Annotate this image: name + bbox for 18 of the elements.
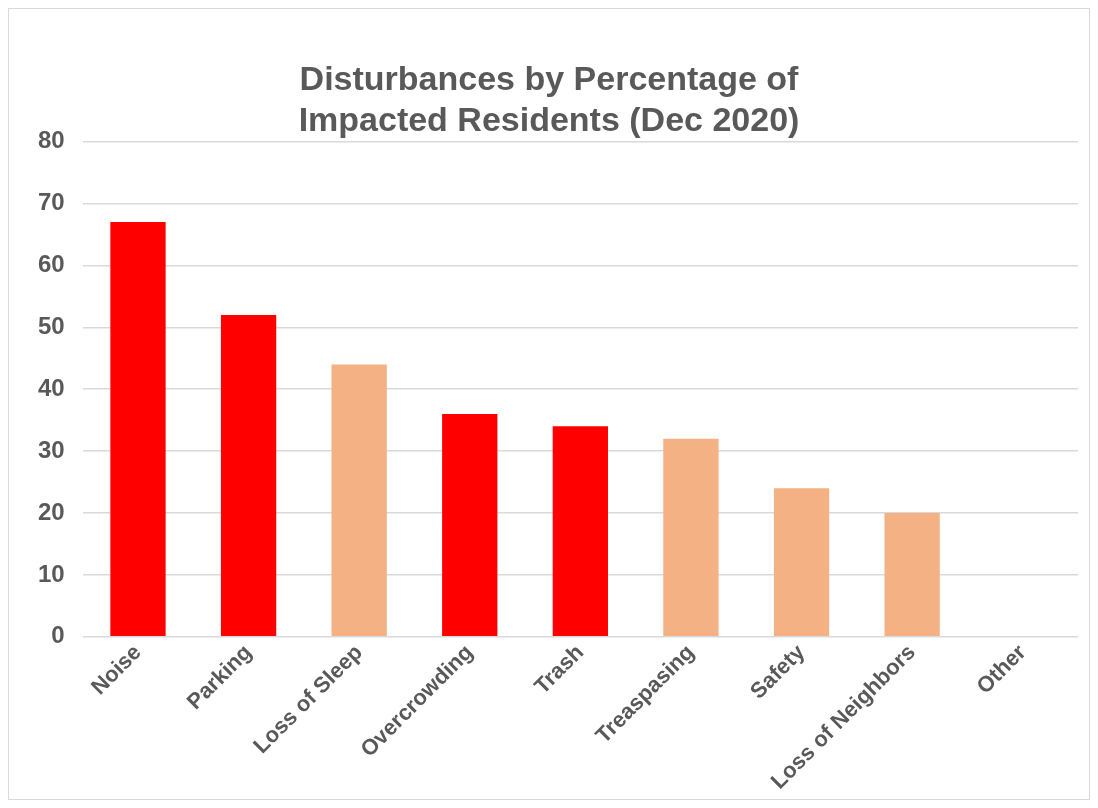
y-tick-label: 0: [51, 621, 65, 649]
y-tick-label: 60: [37, 250, 65, 278]
bar: [442, 413, 498, 637]
y-tick-label: 10: [37, 559, 65, 587]
bar: [220, 314, 277, 637]
y-tick-label: 30: [37, 435, 65, 463]
y-tick-label: 70: [37, 188, 65, 216]
bar: [773, 488, 830, 637]
bar: [331, 364, 387, 637]
y-tick-label: 80: [37, 126, 65, 154]
bar: [884, 512, 940, 637]
y-tick-label: 50: [37, 311, 65, 339]
bar: [110, 222, 166, 637]
bar: [552, 426, 608, 637]
y-tick-label: 20: [37, 497, 65, 525]
bar: [663, 438, 719, 637]
y-tick-label: 40: [37, 373, 65, 401]
chart-title: Disturbances by Percentage of Impacted Residents (Dec 2020): [298, 58, 800, 138]
